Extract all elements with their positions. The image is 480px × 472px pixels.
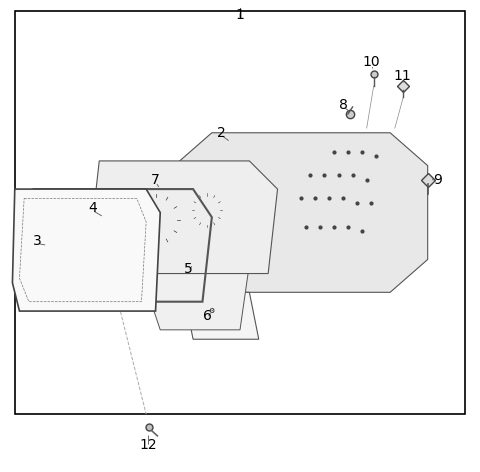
Ellipse shape: [129, 192, 182, 248]
Polygon shape: [184, 292, 259, 339]
Text: 9: 9: [432, 173, 442, 187]
Text: 8: 8: [339, 98, 348, 111]
Text: 4: 4: [88, 201, 96, 215]
Text: 10: 10: [362, 55, 380, 69]
FancyBboxPatch shape: [220, 226, 251, 246]
Polygon shape: [151, 236, 250, 330]
Ellipse shape: [188, 190, 226, 230]
Text: 3: 3: [33, 234, 42, 248]
FancyBboxPatch shape: [220, 197, 251, 218]
Text: 2: 2: [217, 126, 226, 140]
Text: ⚙: ⚙: [209, 308, 215, 314]
Polygon shape: [174, 133, 428, 292]
Polygon shape: [90, 161, 277, 274]
Text: 5: 5: [184, 262, 193, 276]
FancyBboxPatch shape: [220, 169, 251, 190]
Text: 1: 1: [236, 8, 244, 23]
Text: 6: 6: [203, 309, 212, 323]
Polygon shape: [12, 189, 160, 311]
Text: 12: 12: [140, 438, 157, 452]
Text: 11: 11: [393, 69, 411, 84]
Text: 7: 7: [151, 173, 160, 187]
